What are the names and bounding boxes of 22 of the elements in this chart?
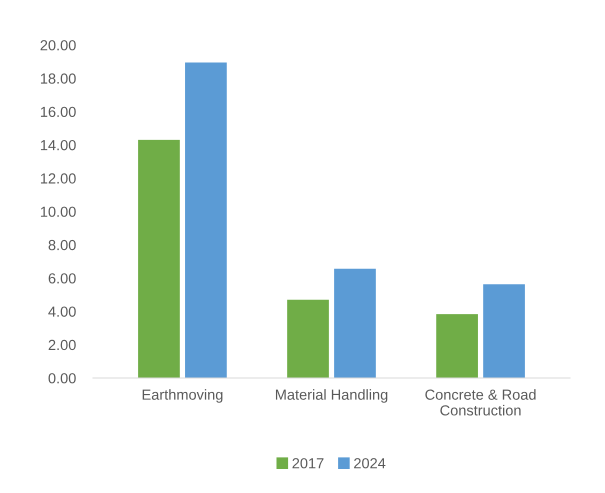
bar <box>138 140 180 378</box>
y-tick-label: 10.00 <box>40 206 76 217</box>
y-tick-label: 18.00 <box>40 73 76 84</box>
legend-label: 2017 <box>292 458 324 468</box>
y-tick-label: 6.00 <box>48 273 76 284</box>
bar <box>483 284 525 378</box>
bar <box>436 314 478 378</box>
y-tick-label: 12.00 <box>40 173 76 184</box>
y-tick-label: 4.00 <box>48 306 76 317</box>
legend-label: 2024 <box>354 458 386 468</box>
bar <box>287 300 329 378</box>
x-tick-label: Material Handling <box>276 389 388 403</box>
y-tick-label: 14.00 <box>40 140 76 150</box>
bar <box>334 268 376 378</box>
bar <box>185 62 227 378</box>
y-tick-label: 20.00 <box>40 40 76 50</box>
y-tick-label: 0.00 <box>48 373 76 384</box>
y-tick-label: 2.00 <box>48 340 76 350</box>
x-tick-label: Earthmoving <box>142 389 222 403</box>
y-tick-label: 8.00 <box>48 240 76 250</box>
y-tick-label: 16.00 <box>40 106 76 118</box>
x-tick-label: Concrete & Road Construction <box>425 389 536 416</box>
